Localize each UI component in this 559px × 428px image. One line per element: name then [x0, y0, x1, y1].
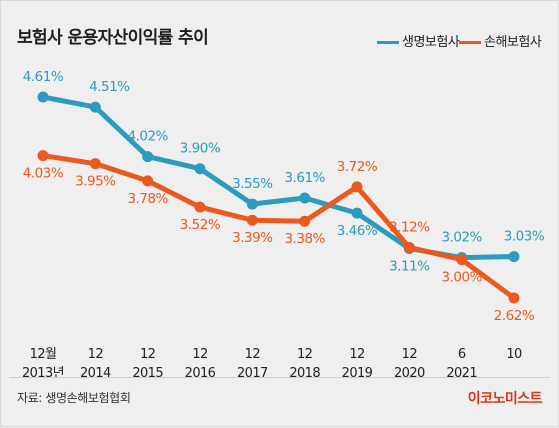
series-1-point-3: [194, 201, 206, 213]
series-1-point-8: [456, 254, 468, 266]
series-0-point-5: [299, 192, 311, 204]
series-0-label-5: 3.61%: [284, 170, 325, 186]
x-tick-top-8: 6: [458, 347, 466, 362]
source-note: 자료: 생명손해보험협회: [17, 391, 131, 405]
series-0-point-0: [37, 91, 49, 103]
series-0-label-9: 3.03%: [504, 229, 545, 245]
footer-divider: [9, 377, 550, 378]
series-0-label-8: 3.02%: [441, 230, 482, 246]
series-1-label-6: 3.72%: [337, 159, 378, 175]
series-0-point-9: [508, 251, 520, 263]
series-1-label-4: 3.39%: [232, 230, 273, 246]
x-tick-top-0: 12월: [30, 347, 57, 362]
series-1-label-7: 3.12%: [389, 219, 430, 235]
series-1-label-0: 4.03%: [23, 166, 64, 182]
series-0-label-0: 4.61%: [23, 69, 64, 85]
x-tick-bottom-5: 2018: [289, 366, 320, 381]
series-0-point-4: [246, 198, 258, 210]
series-0-point-6: [351, 207, 363, 219]
series-1-point-5: [299, 215, 311, 227]
series-1-point-0: [37, 150, 49, 162]
x-tick-bottom-1: 2014: [80, 366, 111, 381]
x-tick-top-7: 12: [402, 347, 417, 362]
x-tick-top-1: 12: [88, 347, 103, 362]
series-1-label-1: 3.95%: [75, 174, 116, 190]
legend-life: 생명보험사: [377, 31, 460, 50]
x-tick-top-3: 12: [192, 347, 207, 362]
x-tick-bottom-0: 2013년: [22, 366, 64, 381]
x-tick-top-4: 12: [245, 347, 260, 362]
brand-logo: 이코노미스트: [467, 391, 543, 407]
series-0-label-4: 3.55%: [232, 176, 273, 192]
series-0-label-2: 4.02%: [127, 129, 168, 145]
series-1-label-9: 2.62%: [494, 308, 535, 324]
x-tick-bottom-4: 2017: [237, 366, 268, 381]
chart-title: 보험사 운용자산이익률 추이: [17, 28, 209, 48]
series-0-label-6: 3.46%: [337, 223, 378, 239]
x-tick-top-6: 12: [349, 347, 364, 362]
series-1-point-9: [508, 292, 520, 304]
series-0-label-3: 3.90%: [180, 141, 221, 157]
x-tick-bottom-8: 2021: [446, 366, 477, 381]
series-0-point-2: [142, 151, 154, 163]
legend-nonlife-swatch: [459, 41, 481, 44]
legend-nonlife-label: 손해보험사: [484, 35, 542, 50]
series-0-point-3: [194, 163, 206, 175]
legend-life-label: 생명보험사: [402, 35, 460, 50]
x-tick-bottom-6: 2019: [342, 366, 373, 381]
series-1-label-8: 3.00%: [441, 270, 482, 286]
series-1-label-3: 3.52%: [180, 217, 221, 233]
x-tick-bottom-2: 2015: [132, 366, 163, 381]
x-tick-bottom-7: 2020: [394, 366, 425, 381]
legend-nonlife: 손해보험사: [459, 31, 542, 50]
series-0-label-1: 4.51%: [89, 79, 130, 95]
series-1-point-4: [246, 214, 258, 226]
series-1-point-2: [142, 175, 154, 187]
series-line-1: [40, 153, 517, 301]
x-tick-top-2: 12: [140, 347, 155, 362]
series-1-label-5: 3.38%: [284, 231, 325, 247]
x-tick-top-9: 10: [506, 347, 522, 362]
series-1-point-6: [351, 181, 363, 193]
legend-life-swatch: [377, 41, 399, 44]
series-1-point-7: [403, 241, 415, 253]
series-0-point-1: [89, 101, 101, 113]
series-0-label-7: 3.11%: [389, 259, 430, 275]
x-tick-bottom-3: 2016: [185, 366, 216, 381]
series-1-point-1: [89, 158, 101, 170]
series-1-label-2: 3.78%: [127, 191, 168, 207]
x-tick-top-5: 12: [297, 347, 312, 362]
